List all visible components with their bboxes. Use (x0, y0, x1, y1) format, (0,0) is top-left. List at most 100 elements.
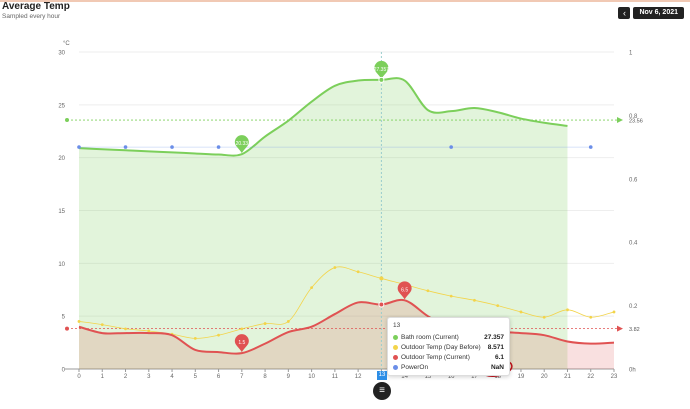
x-tick-label: 21 (564, 374, 571, 380)
x-tick-label: 17 (471, 374, 478, 380)
bath-min-pin (234, 135, 249, 154)
poweron-point (77, 145, 81, 149)
x-tick-label: 8 (263, 374, 267, 380)
outdoor-day-before-point (473, 298, 476, 302)
x-tick-label: 11 (332, 374, 339, 380)
x-tick-label: 12 (355, 374, 362, 380)
y-tick-label: 20 (58, 156, 65, 162)
x-tick-label: 1 (101, 374, 105, 380)
chart-subtitle: Sampled every hour (2, 13, 61, 20)
y2-tick-label: 1 (629, 51, 633, 57)
tooltip-series-name: PowerOn (401, 363, 429, 371)
y-tick-label: 10 (58, 262, 65, 268)
outdoor-day-before-point (77, 320, 81, 323)
x-tick-label: 22 (587, 374, 594, 380)
poweron-point (123, 145, 128, 149)
x-tick-label: 5 (194, 374, 198, 380)
outdoor-day-before-point (333, 266, 337, 269)
series-dot-icon (393, 354, 398, 360)
tooltip-series-value: NaN (490, 363, 504, 371)
x-tick-label: 10 (308, 374, 315, 380)
tooltip-row: Outdoor Temp (Current) 6.1 (393, 352, 504, 362)
crosshair-point (379, 276, 384, 281)
poweron-point (170, 145, 174, 149)
outdoor-day-before-point (566, 308, 569, 312)
bath-min-pin-label: 20.33 (236, 141, 249, 147)
tooltip-header: 13 (393, 322, 401, 329)
y-tick-label: 30 (58, 51, 65, 57)
x-tick-label: 7 (240, 374, 244, 380)
y-tick-label: 0 (62, 368, 66, 374)
x-tick-label: 6 (217, 374, 221, 380)
outdoor-day-before-point (542, 315, 546, 319)
outdoor-day-before-point (193, 336, 197, 340)
bath-max-pin (374, 60, 389, 79)
prev-day-button[interactable]: ‹ (618, 7, 631, 19)
y2-tick-label: 0.8 (629, 114, 638, 120)
tooltip-series-value: 6.1 (494, 353, 504, 361)
x-tick-label: 14 (401, 374, 408, 380)
outdoor-day-before-point (217, 333, 220, 337)
outdoor-max-pin-label: 6.5 (401, 287, 408, 293)
poweron-point (216, 145, 221, 149)
average-start-dot (65, 118, 69, 123)
outdoor-min-pin-label: 1.5 (238, 340, 245, 346)
top-accent-line (0, 0, 690, 2)
outdoor-day-before-point (124, 327, 127, 331)
y2-tick-label: 0.4 (629, 241, 638, 247)
outdoor-day-before-point (310, 286, 314, 290)
x-tick-label: 19 (518, 374, 525, 380)
average-value-label: 3.82 (629, 327, 640, 333)
crosshair-point (378, 76, 385, 83)
outdoor-day-before-point (356, 270, 360, 274)
chart-title: Average Temp (2, 1, 70, 12)
tooltip-series-name: Outdoor Temp (Day Before) (401, 343, 481, 351)
x-tick-label: 20 (541, 374, 548, 380)
series-dot-icon (393, 334, 398, 340)
tooltip-series-value: 27.357 (484, 333, 504, 341)
bath-line (78, 77, 568, 157)
bath-max-pin-label: 27.357 (374, 67, 390, 73)
tooltip-row: Bath room (Current) 27.357 (393, 332, 504, 342)
menu-icon[interactable]: ≡ (373, 382, 391, 400)
series-dot-icon (393, 344, 398, 350)
outdoor-day-before-point (240, 327, 244, 331)
y-tick-label: 15 (58, 209, 65, 215)
tooltip-series-name: Bath room (Current) (401, 333, 459, 341)
outdoor-day-before-point (100, 323, 104, 327)
outdoor-day-before-point (286, 320, 290, 323)
y2-tick-label: 0.2 (629, 304, 638, 310)
x-tick-label: 9 (287, 374, 291, 380)
outdoor-max-pin (397, 281, 412, 300)
y-axis-unit: °C (63, 41, 70, 47)
outdoor-line (78, 298, 615, 355)
outdoor-day-before-point (147, 329, 151, 333)
tooltip-series-name: Outdoor Temp (Current) (401, 353, 470, 361)
outdoor-day-before-point (263, 322, 267, 325)
date-picker-button[interactable]: Nov 6, 2021 (633, 7, 684, 19)
average-value-label: 23.56 (629, 119, 643, 125)
x-tick-label: 2 (124, 374, 128, 380)
average-arrow (617, 117, 623, 124)
crosshair-point (378, 301, 385, 308)
outdoor-day-before-point (589, 315, 593, 319)
y2-tick-label: 0.6 (629, 177, 638, 183)
date-navigator: ‹ Nov 6, 2021 (618, 7, 684, 19)
poweron-point (588, 145, 593, 149)
outdoor-day-before-point (426, 289, 430, 293)
bath-area (79, 78, 568, 369)
x-tick-label: 0 (77, 374, 81, 380)
chart-tooltip: 13 Bath room (Current) 27.357 Outdoor Te… (387, 317, 510, 376)
series-dot-icon (393, 364, 398, 370)
outdoor-day-before-point (449, 294, 453, 298)
poweron-point (449, 145, 453, 149)
x-tick-label: 23 (611, 374, 618, 380)
crosshair-x-label: 13 (377, 371, 387, 380)
outdoor-day-before-point (519, 310, 523, 314)
x-tick-label: 3 (147, 374, 151, 380)
outdoor-day-before-point (612, 310, 616, 314)
average-arrow (617, 325, 623, 332)
average-start-dot (65, 326, 69, 331)
x-tick-label: 15 (425, 374, 432, 380)
